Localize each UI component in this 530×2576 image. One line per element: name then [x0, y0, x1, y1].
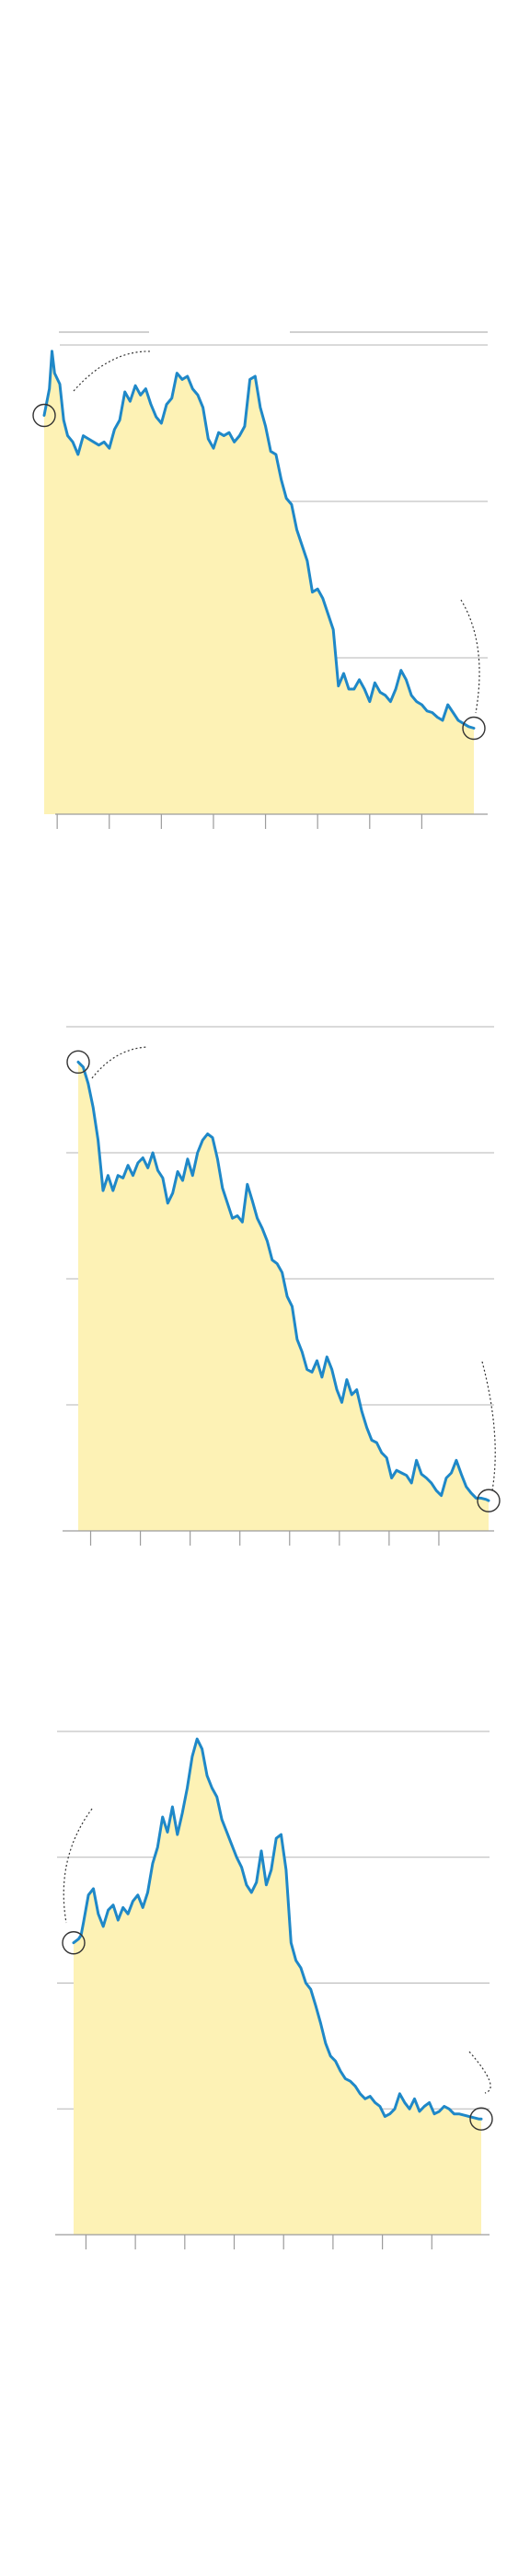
area-fill	[78, 1062, 489, 1531]
end-callout-leader	[468, 2051, 491, 2094]
area-fill	[74, 1739, 481, 2235]
x-axis-ticks	[55, 2234, 490, 2249]
area-fill	[44, 351, 474, 814]
chart-1	[32, 331, 488, 829]
end-marker	[469, 2107, 493, 2131]
end-callout-leader	[481, 1361, 496, 1491]
start-callout-leader	[63, 1808, 93, 1924]
x-axis-ticks	[63, 1530, 494, 1546]
chart-3	[55, 1731, 493, 2249]
start-marker	[62, 1931, 86, 1955]
start-marker	[66, 1050, 90, 1075]
end-marker	[477, 1489, 501, 1512]
series-line	[72, 1737, 483, 2121]
series-line	[42, 350, 476, 730]
start-callout-leader	[91, 1046, 148, 1079]
end-marker	[462, 716, 486, 741]
x-axis-ticks	[55, 813, 488, 829]
start-marker	[32, 403, 56, 428]
series-line	[76, 1060, 490, 1502]
chart-2	[63, 1026, 501, 1546]
